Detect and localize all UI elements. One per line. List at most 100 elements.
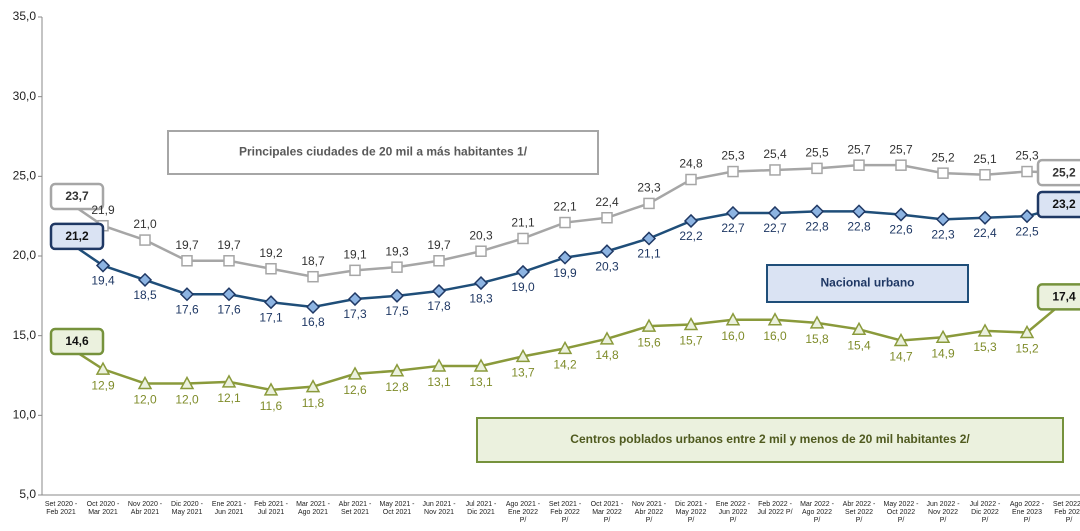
value-label: 12,0	[133, 393, 157, 407]
value-label: 15,7	[679, 334, 703, 348]
marker	[179, 375, 195, 390]
marker	[347, 291, 363, 307]
value-label: 19,4	[91, 274, 115, 288]
value-label: 13,1	[469, 375, 493, 389]
marker	[601, 212, 613, 224]
end-label-box	[49, 222, 105, 251]
value-label: 22,3	[931, 228, 955, 242]
value-label: 16,8	[301, 315, 325, 329]
series-label-box	[766, 264, 969, 303]
value-label: 15,3	[973, 340, 997, 354]
marker	[979, 168, 991, 181]
marker	[1019, 324, 1035, 339]
value-label: 19,9	[553, 266, 577, 280]
marker	[475, 245, 487, 257]
value-label: 23,3	[637, 181, 661, 195]
marker	[95, 361, 111, 375]
marker	[431, 283, 447, 299]
x-tick-label: Jun 2021 - Nov 2021	[422, 501, 456, 516]
end-label-box	[49, 327, 105, 356]
marker	[179, 287, 195, 302]
value-label: 15,6	[637, 335, 661, 349]
value-label: 22,7	[763, 221, 787, 235]
value-label: 17,5	[385, 304, 409, 318]
value-label: 21,1	[637, 247, 661, 261]
marker	[683, 213, 699, 229]
marker	[389, 363, 405, 377]
marker	[557, 250, 573, 265]
end-label: 23,2	[1052, 197, 1076, 211]
marker	[727, 165, 739, 178]
x-tick-label: Jun 2022 - Nov 2022 P/	[926, 501, 960, 524]
marker	[347, 366, 363, 380]
marker	[977, 210, 993, 225]
value-label: 25,7	[847, 142, 871, 156]
end-label: 14,6	[65, 334, 89, 348]
value-label: 11,6	[260, 399, 283, 413]
value-label: 14,9	[931, 346, 955, 360]
value-label: 17,3	[343, 307, 367, 321]
marker	[181, 255, 193, 267]
end-label-box	[1036, 283, 1080, 311]
marker	[851, 321, 867, 336]
marker	[137, 272, 153, 287]
value-label: 19,7	[175, 238, 199, 252]
x-tick-label: May 2021 - Oct 2021	[379, 501, 415, 516]
x-tick-label: Ene 2022 - Jun 2022 P/	[715, 501, 751, 524]
value-label: 25,5	[805, 146, 829, 160]
marker	[389, 288, 405, 303]
marker	[515, 348, 531, 363]
value-label: 17,8	[427, 299, 451, 313]
value-label: 15,8	[805, 332, 829, 346]
end-label-box	[49, 182, 105, 211]
value-label: 25,7	[889, 142, 913, 156]
marker	[643, 197, 655, 210]
marker	[137, 375, 153, 390]
value-label: 22,7	[721, 221, 745, 235]
marker	[767, 312, 783, 326]
x-tick-label: Nov 2021 - Abr 2022 P/	[631, 501, 667, 524]
value-label: 22,8	[847, 220, 871, 234]
value-label: 21,9	[91, 203, 115, 217]
marker	[515, 264, 531, 279]
y-tick-label: 15,0	[13, 328, 37, 342]
end-label: 17,4	[1052, 290, 1076, 304]
marker	[431, 358, 447, 372]
value-label: 24,8	[679, 157, 703, 171]
x-tick-label: Set 2022 - Feb 2023 P/	[1052, 501, 1080, 524]
value-label: 19,7	[217, 238, 241, 252]
marker	[599, 244, 615, 259]
x-tick-label: Jul 2022 - Dic 2022 P/	[969, 501, 1001, 524]
marker	[683, 316, 699, 331]
value-label: 12,8	[385, 380, 409, 394]
marker	[557, 340, 573, 355]
x-tick-label: Abr 2022 - Set 2022 P/	[842, 501, 876, 524]
marker	[767, 205, 783, 221]
x-tick-label: Set 2021 - Feb 2022 P/	[548, 501, 582, 524]
y-tick-label: 5,0	[19, 487, 36, 501]
value-label: 13,7	[511, 366, 535, 380]
marker	[809, 315, 825, 329]
marker	[263, 382, 279, 396]
series-label: Principales ciudades de 20 mil a más hab…	[239, 145, 528, 159]
value-label: 15,4	[847, 338, 871, 352]
value-label: 11,8	[302, 396, 325, 410]
value-label: 25,2	[931, 150, 955, 164]
marker	[433, 255, 445, 267]
value-label: 22,4	[973, 226, 997, 240]
marker	[725, 205, 741, 221]
y-tick-label: 10,0	[13, 408, 37, 422]
marker	[139, 234, 151, 246]
end-label-box	[1036, 190, 1080, 219]
x-tick-label: Ago 2021 - Ene 2022 P/	[505, 501, 541, 524]
marker	[1021, 165, 1033, 178]
marker	[223, 255, 235, 267]
y-tick-label: 20,0	[13, 248, 37, 262]
value-label: 14,7	[889, 350, 913, 364]
value-label: 21,0	[133, 217, 157, 231]
value-label: 25,1	[973, 152, 997, 166]
marker	[1019, 209, 1035, 224]
y-tick-label: 35,0	[13, 9, 37, 23]
series-label-box	[476, 417, 1064, 463]
